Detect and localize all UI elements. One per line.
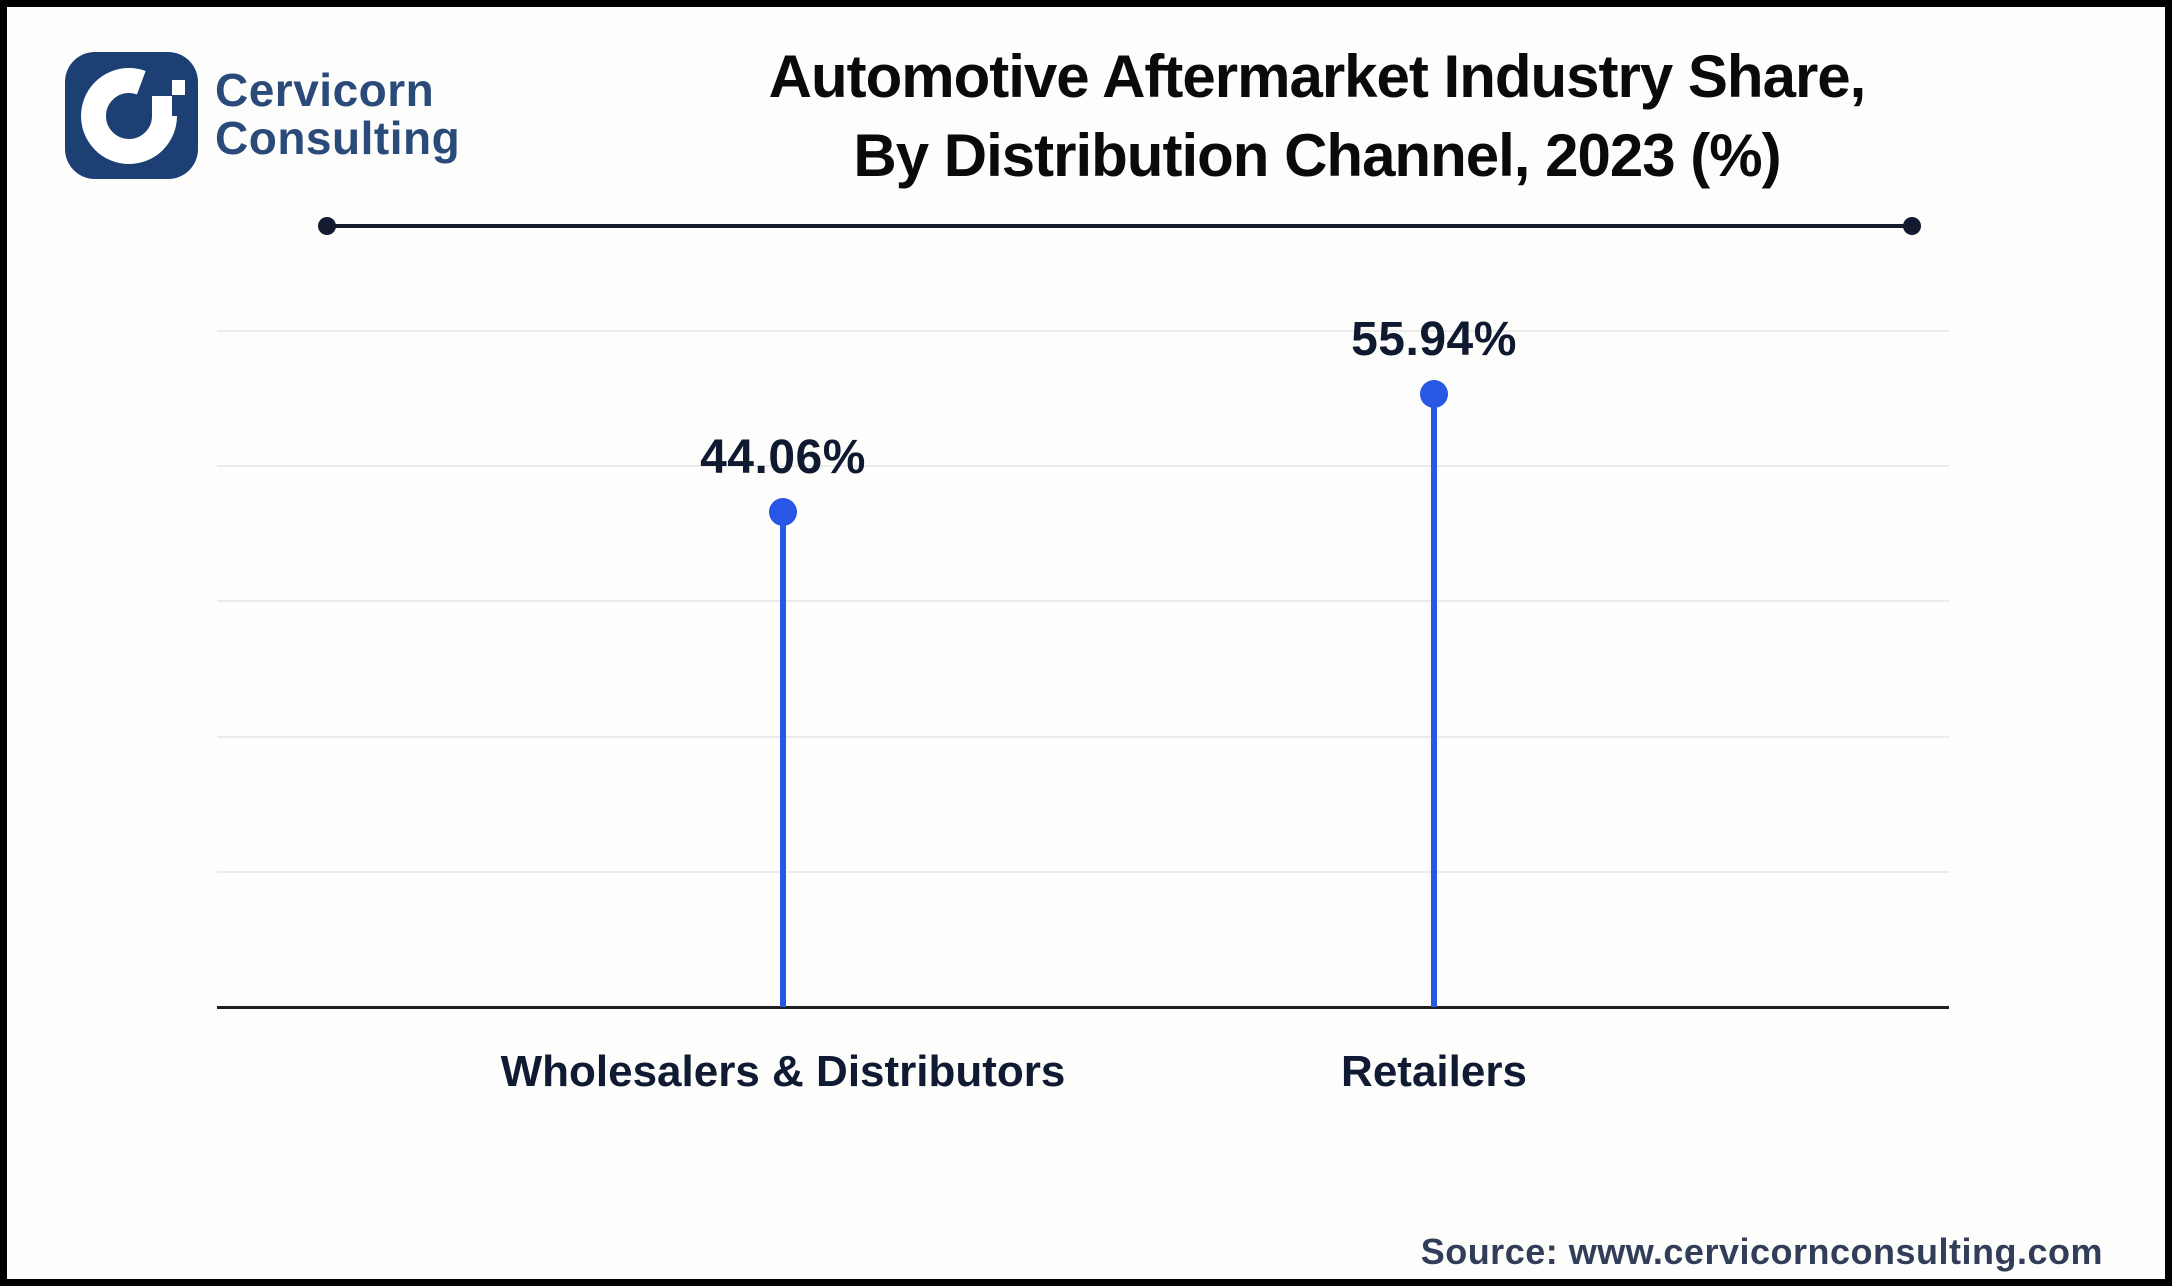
logo-brand-line1: Cervicorn — [215, 64, 435, 116]
category-label-1: Retailers — [1341, 1047, 1527, 1096]
x-axis-line — [217, 1006, 1949, 1009]
logo-wordmark: Cervicorn Consulting — [215, 66, 460, 162]
chart-title-line2: By Distribution Channel, 2023 (%) — [853, 122, 1781, 189]
source-text: Source: www.cervicornconsulting.com — [1420, 1231, 2103, 1272]
data-point-marker-0 — [769, 498, 797, 527]
plot-area: 44.06% Wholesalers & Distributors 55.94% Re… — [7, 7, 2165, 1279]
gridline — [217, 871, 1949, 873]
category-label-0: Wholesalers & Distributors — [500, 1047, 1066, 1096]
gridline — [217, 736, 1949, 738]
chart-title: Automotive Aftermarket Industry Share, B… — [657, 37, 1977, 195]
cervicorn-logo-icon — [65, 52, 198, 179]
title-divider — [318, 217, 1921, 235]
stem-line-0 — [780, 512, 786, 1007]
value-label-0: 44.06% — [700, 431, 866, 485]
value-label-1: 55.94% — [1351, 312, 1517, 366]
gridline — [217, 465, 1949, 467]
logo-brand-line2: Consulting — [215, 112, 461, 164]
gridline — [217, 600, 1949, 602]
cervicorn-logo: Cervicorn Consulting — [65, 52, 460, 179]
stem-line-1 — [1431, 393, 1437, 1007]
data-point-marker-1 — [1420, 379, 1448, 408]
gridline — [217, 330, 1949, 332]
chart-title-line1: Automotive Aftermarket Industry Share, — [768, 43, 1867, 110]
